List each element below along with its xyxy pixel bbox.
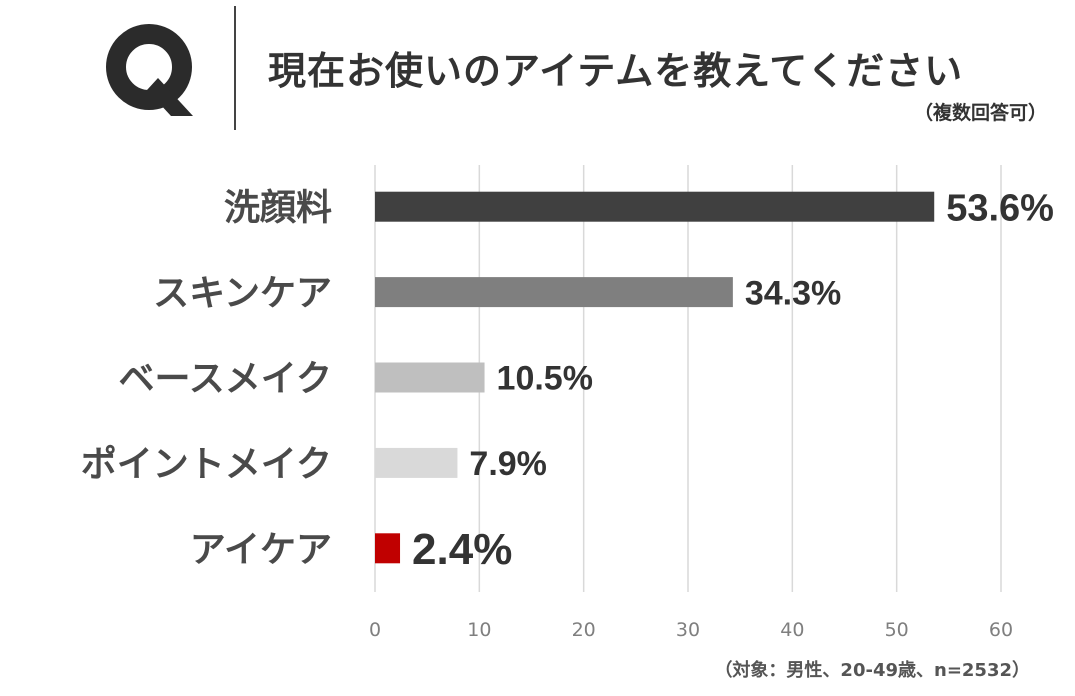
bar bbox=[375, 447, 458, 478]
bar bbox=[375, 277, 733, 308]
value-label: 34.3% bbox=[745, 274, 841, 312]
category-label: ポイントメイク bbox=[81, 443, 332, 485]
value-label: 7.9% bbox=[469, 445, 547, 483]
q-logo-icon bbox=[106, 24, 193, 116]
x-tick-label: 40 bbox=[780, 619, 804, 641]
header-divider bbox=[234, 6, 236, 130]
x-tick-label: 60 bbox=[989, 619, 1013, 641]
category-label: アイケア bbox=[190, 529, 332, 570]
category-label: ベースメイク bbox=[119, 359, 332, 400]
bar bbox=[375, 362, 485, 393]
x-tick-label: 10 bbox=[467, 619, 491, 641]
value-label: 2.4% bbox=[412, 525, 512, 574]
survey-footnote: （対象：男性、20-49歳、n=2532） bbox=[714, 660, 1030, 681]
x-tick-label: 0 bbox=[369, 619, 381, 641]
category-label: スキンケア bbox=[153, 273, 332, 314]
question-title: 現在お使いのアイテムを教えてください bbox=[268, 49, 964, 93]
category-label: 洗顔料 bbox=[224, 188, 332, 229]
value-label: 10.5% bbox=[497, 360, 593, 398]
x-tick-label: 50 bbox=[885, 619, 909, 641]
value-label: 53.6% bbox=[946, 187, 1054, 229]
x-tick-label: 30 bbox=[676, 619, 700, 641]
multiple-answer-note: （複数回答可） bbox=[913, 102, 1047, 124]
bar bbox=[375, 533, 401, 564]
x-tick-label: 20 bbox=[572, 619, 596, 641]
bar bbox=[375, 191, 935, 222]
